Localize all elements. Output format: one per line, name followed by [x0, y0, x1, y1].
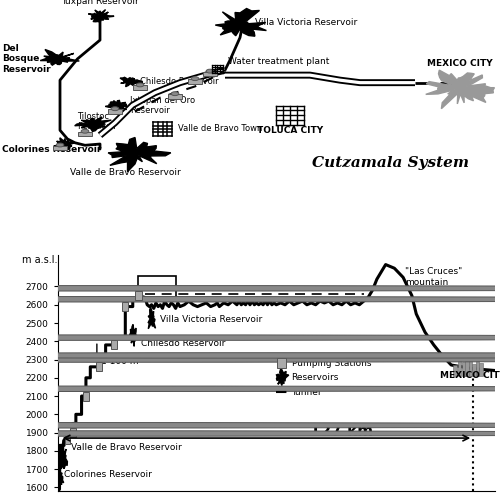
Text: MEXICO CITY: MEXICO CITY	[440, 371, 500, 379]
Text: Valle de Bravo Reservoir: Valle de Bravo Reservoir	[70, 443, 182, 452]
Text: 1 100 m: 1 100 m	[101, 357, 139, 366]
Circle shape	[0, 353, 500, 358]
Text: Tunnel: Tunnel	[292, 388, 321, 397]
Bar	[112, 340, 117, 350]
Text: "Las Cruces"
mountain: "Las Cruces" mountain	[406, 267, 462, 287]
Bar	[469, 361, 472, 376]
Text: MEXICO CITY: MEXICO CITY	[427, 59, 493, 67]
Text: Ixtapan del Oro
Reservoir: Ixtapan del Oro Reservoir	[130, 96, 195, 115]
Circle shape	[206, 69, 214, 73]
Circle shape	[111, 107, 119, 111]
Bar	[458, 358, 462, 376]
Text: Chilesdo Reservoir: Chilesdo Reservoir	[140, 339, 225, 348]
Bar	[122, 302, 128, 311]
Circle shape	[56, 143, 64, 147]
Text: Pumping Stations: Pumping Stations	[292, 359, 371, 368]
Text: TOLUCA CITY: TOLUCA CITY	[257, 126, 323, 135]
Circle shape	[0, 297, 500, 302]
Polygon shape	[120, 77, 142, 87]
Bar	[465, 356, 469, 376]
Circle shape	[81, 129, 89, 133]
Polygon shape	[88, 9, 114, 22]
Text: Tuxpan Reservoir: Tuxpan Reservoir	[61, 0, 139, 6]
Bar	[134, 85, 146, 90]
Polygon shape	[216, 8, 266, 36]
Polygon shape	[74, 117, 112, 131]
Bar	[454, 365, 457, 376]
Polygon shape	[58, 440, 68, 469]
Text: Valle de Bravo Reservoir: Valle de Bravo Reservoir	[70, 168, 180, 177]
Text: m a.s.l.: m a.s.l.	[22, 255, 58, 265]
Text: Del
Bosque
Reservoir: Del Bosque Reservoir	[2, 44, 51, 74]
Bar	[108, 109, 122, 114]
Circle shape	[0, 286, 500, 291]
Bar	[83, 391, 89, 401]
Bar	[476, 360, 479, 376]
Polygon shape	[57, 471, 64, 491]
Text: Cutzamala System: Cutzamala System	[312, 156, 468, 170]
Bar	[64, 436, 70, 443]
Bar	[168, 94, 181, 99]
Text: Colorines Reservoir: Colorines Reservoir	[2, 144, 102, 154]
Text: 127 km: 127 km	[310, 424, 374, 439]
Polygon shape	[276, 370, 289, 385]
Bar	[188, 79, 202, 84]
Circle shape	[0, 386, 500, 391]
Circle shape	[0, 335, 500, 340]
Polygon shape	[106, 101, 127, 112]
Bar	[54, 146, 66, 150]
Bar	[78, 132, 92, 136]
Text: Valle de Bravo Town: Valle de Bravo Town	[178, 124, 262, 133]
Bar	[138, 276, 175, 299]
Bar	[70, 428, 76, 437]
Text: Colorines Reservoir: Colorines Reservoir	[64, 470, 152, 479]
Bar	[136, 291, 141, 300]
Circle shape	[0, 423, 500, 428]
Circle shape	[0, 357, 500, 362]
Polygon shape	[56, 138, 74, 149]
Polygon shape	[426, 70, 494, 109]
Bar	[204, 72, 216, 76]
Text: Tilostoc
Reservoir: Tilostoc Reservoir	[78, 112, 118, 131]
Bar	[472, 364, 476, 376]
Polygon shape	[40, 50, 80, 65]
Polygon shape	[130, 324, 136, 346]
Circle shape	[171, 92, 179, 96]
Polygon shape	[108, 137, 171, 172]
Bar	[479, 363, 483, 376]
Text: Villa Victoria Reservoir: Villa Victoria Reservoir	[255, 18, 357, 27]
Bar	[96, 362, 102, 372]
Circle shape	[136, 83, 144, 87]
Text: Chilesdo Reservoir: Chilesdo Reservoir	[140, 77, 218, 86]
Text: Water treatment plant: Water treatment plant	[228, 58, 329, 66]
Circle shape	[191, 77, 199, 80]
Bar	[276, 358, 286, 368]
Polygon shape	[148, 307, 156, 329]
Bar	[462, 362, 466, 376]
Text: Reservoirs: Reservoirs	[292, 373, 339, 382]
Circle shape	[0, 431, 500, 436]
Text: Villa Victoria Reservoir: Villa Victoria Reservoir	[160, 315, 262, 324]
